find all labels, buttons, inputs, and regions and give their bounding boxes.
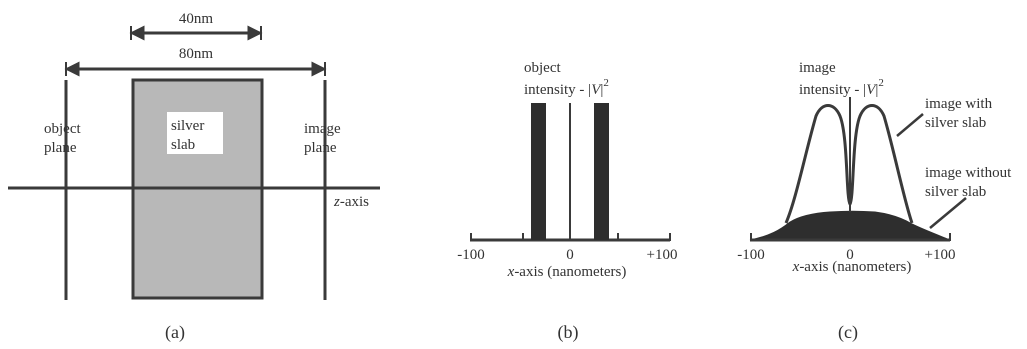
- c-with-slab-pointer: [896, 113, 924, 137]
- panel-b: object intensity - |V|2 -100 0 +100 x-ax…: [457, 60, 677, 343]
- b-title-line2: intensity - |V|2: [524, 77, 609, 98]
- caption-b: (b): [558, 322, 579, 343]
- slab-label-box: [167, 112, 223, 154]
- caption-c: (c): [838, 322, 858, 343]
- image-plane-label-line1: image: [304, 121, 341, 137]
- dim-40nm-label: 40nm: [179, 11, 214, 27]
- b-object-bar-right: [594, 103, 609, 240]
- c-with-slab-label-line2: silver slab: [925, 115, 986, 131]
- c-image-without-slab-curve: [749, 210, 951, 241]
- image-plane-label-line2: plane: [304, 140, 337, 156]
- b-abs-close: |: [600, 82, 603, 98]
- panel-c: image intensity - |V|2 image with silver…: [737, 60, 1012, 343]
- slab-label-line1: silver: [171, 118, 204, 134]
- c-tick-label-left: -100: [737, 247, 765, 263]
- c-without-slab-pointer: [929, 197, 967, 229]
- b-title-line1: object: [524, 60, 561, 76]
- c-abs-open: |: [863, 82, 866, 98]
- object-plane-label-line2: plane: [44, 140, 77, 156]
- b-tick-label-zero: 0: [566, 247, 574, 263]
- c-title-line1: image: [799, 60, 836, 76]
- b-title-bg: [522, 82, 618, 102]
- c-tick-label-right: +100: [925, 247, 956, 263]
- c-with-slab-label-line1: image with: [925, 96, 993, 112]
- b-tick-label-right: +100: [647, 247, 678, 263]
- b-tick-label-left: -100: [457, 247, 485, 263]
- b-x-axis-label: x-axis (nanometers): [507, 264, 627, 280]
- slab-label-line2: slab: [171, 137, 195, 153]
- c-tick-label-zero: 0: [846, 247, 854, 263]
- c-title-line2: intensity - |V|2: [799, 77, 884, 98]
- b-abs-open: |: [588, 82, 591, 98]
- b-object-bar-left: [531, 103, 546, 240]
- panel-a: silver slab z-axis object plane image pl…: [8, 11, 380, 343]
- c-x-axis-label: x-axis (nanometers): [792, 259, 912, 275]
- c-abs-close: |: [875, 82, 878, 98]
- c-without-slab-label-line2: silver slab: [925, 184, 986, 200]
- object-plane-label-line1: object: [44, 121, 81, 137]
- caption-a: (a): [165, 322, 185, 343]
- dim-80nm-label: 80nm: [179, 46, 214, 62]
- c-without-slab-label-line1: image without: [925, 165, 1012, 181]
- z-axis-label: z-axis: [333, 194, 369, 210]
